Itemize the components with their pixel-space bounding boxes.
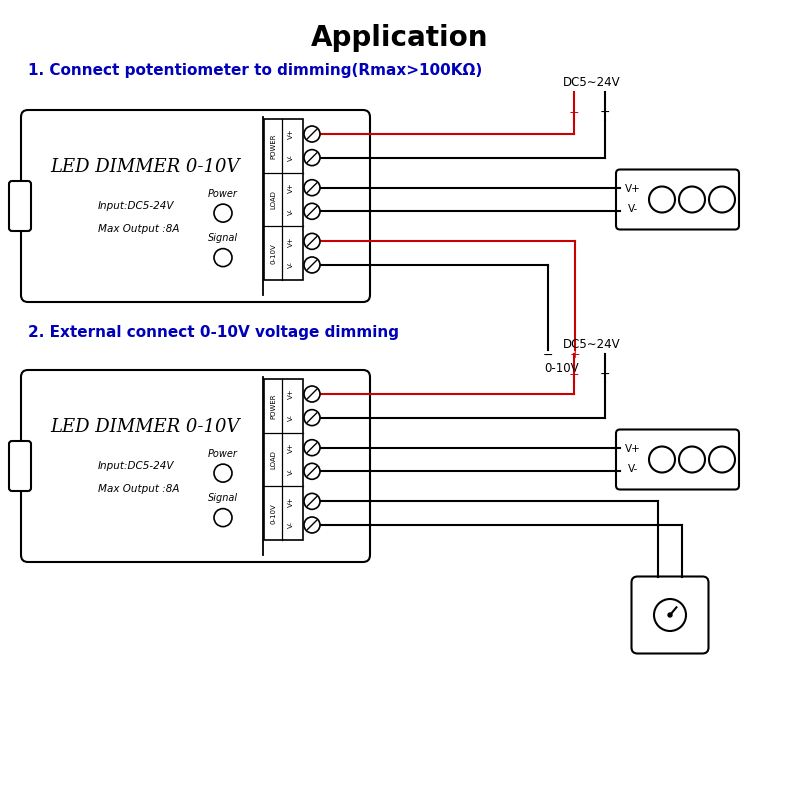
Text: LED DIMMER 0-10V: LED DIMMER 0-10V: [50, 158, 240, 176]
Text: V-: V-: [628, 465, 638, 474]
Text: V+: V+: [288, 129, 294, 139]
Text: V-: V-: [288, 262, 294, 269]
Text: 0-10V: 0-10V: [270, 242, 276, 263]
Circle shape: [214, 464, 232, 482]
Text: LED DIMMER 0-10V: LED DIMMER 0-10V: [50, 418, 240, 436]
Text: LOAD: LOAD: [270, 190, 276, 209]
FancyBboxPatch shape: [9, 181, 31, 231]
Circle shape: [304, 257, 320, 273]
Circle shape: [304, 180, 320, 196]
Text: V-: V-: [288, 468, 294, 474]
Text: 0-10V: 0-10V: [270, 502, 276, 523]
Text: V-: V-: [288, 522, 294, 529]
Text: 0-10V: 0-10V: [544, 362, 579, 374]
Circle shape: [304, 203, 320, 219]
Text: −: −: [600, 106, 610, 118]
Text: Max Output :8A: Max Output :8A: [98, 484, 179, 494]
Circle shape: [304, 410, 320, 426]
Text: −: −: [600, 367, 610, 381]
FancyBboxPatch shape: [616, 170, 739, 230]
Circle shape: [214, 204, 232, 222]
Text: 1. Connect potentiometer to dimming(Rmax>100KΩ): 1. Connect potentiometer to dimming(Rmax…: [28, 62, 482, 78]
Text: +: +: [570, 349, 580, 362]
Bar: [264, 379, 303, 540]
Circle shape: [649, 186, 675, 213]
Circle shape: [304, 517, 320, 533]
Text: Max Output :8A: Max Output :8A: [98, 224, 179, 234]
Text: V+: V+: [288, 236, 294, 246]
Text: Power: Power: [208, 449, 238, 458]
Text: Input:DC5-24V: Input:DC5-24V: [98, 201, 174, 211]
Text: LOAD: LOAD: [270, 450, 276, 469]
Text: V+: V+: [288, 389, 294, 399]
Circle shape: [214, 249, 232, 266]
FancyBboxPatch shape: [631, 577, 709, 654]
Text: V+: V+: [625, 445, 641, 454]
Text: V+: V+: [288, 496, 294, 506]
FancyBboxPatch shape: [616, 430, 739, 490]
Text: POWER: POWER: [270, 393, 276, 418]
Text: V-: V-: [288, 414, 294, 421]
Circle shape: [304, 386, 320, 402]
Text: V+: V+: [288, 182, 294, 193]
FancyBboxPatch shape: [21, 110, 370, 302]
Circle shape: [654, 599, 686, 631]
Text: DC5∼24V: DC5∼24V: [563, 75, 621, 89]
Circle shape: [709, 446, 735, 473]
Text: V+: V+: [288, 442, 294, 453]
Text: +: +: [569, 367, 579, 381]
Text: Application: Application: [311, 24, 489, 52]
Circle shape: [304, 234, 320, 250]
Text: V-: V-: [288, 208, 294, 214]
Circle shape: [649, 446, 675, 473]
Text: −: −: [542, 349, 554, 362]
Text: Signal: Signal: [208, 493, 238, 503]
Circle shape: [304, 126, 320, 142]
Circle shape: [679, 186, 705, 213]
Circle shape: [304, 150, 320, 166]
Text: Power: Power: [208, 189, 238, 198]
Text: POWER: POWER: [270, 133, 276, 158]
Circle shape: [679, 446, 705, 473]
Text: V-: V-: [628, 205, 638, 214]
Circle shape: [668, 613, 672, 617]
Circle shape: [709, 186, 735, 213]
Bar: [264, 119, 303, 280]
Text: 2. External connect 0-10V voltage dimming: 2. External connect 0-10V voltage dimmin…: [28, 325, 399, 339]
Text: V+: V+: [625, 185, 641, 194]
Circle shape: [304, 440, 320, 456]
Text: +: +: [569, 106, 579, 118]
FancyBboxPatch shape: [9, 441, 31, 491]
Text: V-: V-: [288, 154, 294, 161]
Circle shape: [214, 509, 232, 526]
Text: Signal: Signal: [208, 233, 238, 243]
Text: Input:DC5-24V: Input:DC5-24V: [98, 461, 174, 471]
FancyBboxPatch shape: [21, 370, 370, 562]
Circle shape: [304, 463, 320, 479]
Circle shape: [304, 494, 320, 510]
Text: DC5∼24V: DC5∼24V: [563, 338, 621, 350]
